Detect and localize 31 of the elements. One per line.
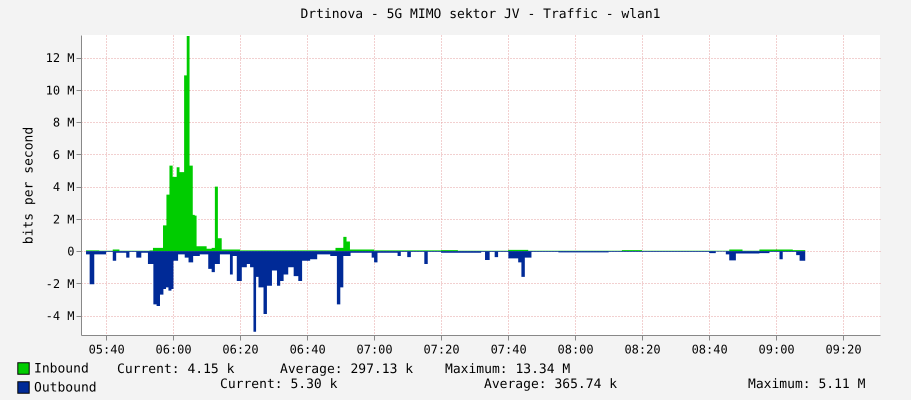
x-tick-label: 09:00: [758, 342, 795, 356]
y-tick-label: 2 M: [52, 212, 74, 226]
x-tick-label: 07:20: [423, 342, 460, 356]
x-tick-label: 05:40: [88, 342, 125, 356]
text: Current: 4.15 k: [117, 362, 235, 377]
text: Maximum: 13.34 M: [445, 362, 570, 377]
text: Average: 365.74 k: [484, 377, 618, 392]
chart-title: Drtinova - 5G MIMO sektor JV - Traffic - wlan1: [300, 7, 661, 22]
text: Current: 5.30 k: [220, 377, 338, 392]
x-tick-label: 06:20: [222, 342, 259, 356]
legend-label: Inbound: [34, 362, 89, 376]
y-tick-label: 8 M: [52, 116, 74, 130]
y-tick-label: 4 M: [52, 180, 74, 194]
y-tick-label: -2 M: [46, 276, 74, 291]
text: Average: 297.13 k: [280, 362, 414, 377]
x-tick-label: 08:40: [692, 342, 728, 356]
x-tick-label: 09:20: [825, 342, 862, 356]
y-tick-label: 10 M: [46, 83, 74, 98]
legend-label: Outbound: [34, 380, 97, 396]
y-tick-label: 12 M: [46, 51, 74, 66]
y-tick-label: 0: [67, 244, 74, 259]
x-tick-label: 08:00: [558, 342, 594, 356]
x-tick-label: 07:40: [490, 342, 527, 356]
x-tick-label: 06:40: [290, 342, 326, 356]
y-axis-title: bits per second: [22, 126, 37, 244]
y-tick-label: 6 M: [52, 148, 74, 162]
text: Maximum: 5.11 M: [748, 377, 866, 392]
x-tick-label: 06:00: [156, 342, 192, 356]
y-tick-label: -4 M: [46, 309, 74, 324]
x-tick-label: 08:20: [624, 342, 661, 356]
x-tick-label: 07:00: [356, 342, 393, 356]
